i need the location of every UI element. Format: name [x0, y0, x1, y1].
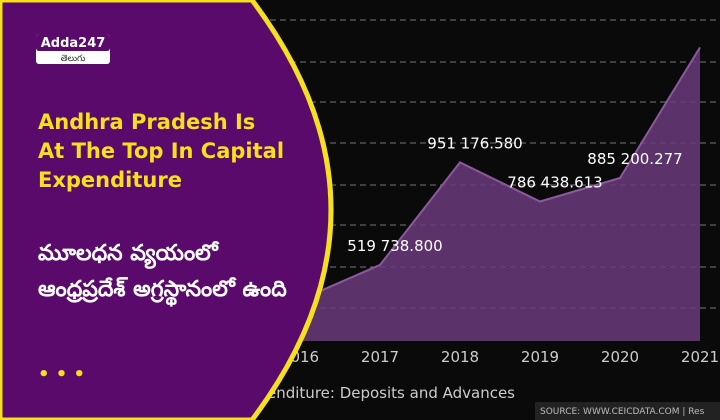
logo-name: Adda247 — [41, 36, 106, 51]
logo-top — [36, 34, 110, 51]
value-label: 519 738.800 — [347, 237, 442, 255]
source-bar — [535, 402, 720, 420]
x-tick-label: 2017 — [361, 348, 399, 366]
value-label: 951 176.580 — [427, 134, 522, 152]
value-label: 885 200.277 — [587, 150, 682, 168]
value-label: 786 438.613 — [507, 174, 602, 192]
line — [299, 46, 701, 301]
telugu-headline: మూలధన వ్యయంలో ఆంధ్రప్రదేశ్ అగ్రస్థానంలో … — [38, 241, 287, 302]
side-panel — [0, 0, 334, 420]
more-dots: • • • — [38, 364, 86, 385]
x-tick-label: 2019 — [521, 348, 559, 366]
x-axis-label: Expenditure: Deposits and Advances — [239, 384, 515, 402]
logo-language: తెలుగు — [61, 54, 86, 64]
source: SOURCE: WWW.CEICDATA.COM | Res — [540, 407, 705, 417]
area — [300, 47, 700, 341]
x-tick-label: 2018 — [441, 348, 479, 366]
headline: Andhra Pradesh Is At The Top In Capital … — [38, 110, 285, 192]
x-tick-label: 2020 — [601, 348, 639, 366]
x-tick-label: 2021 — [681, 348, 719, 366]
